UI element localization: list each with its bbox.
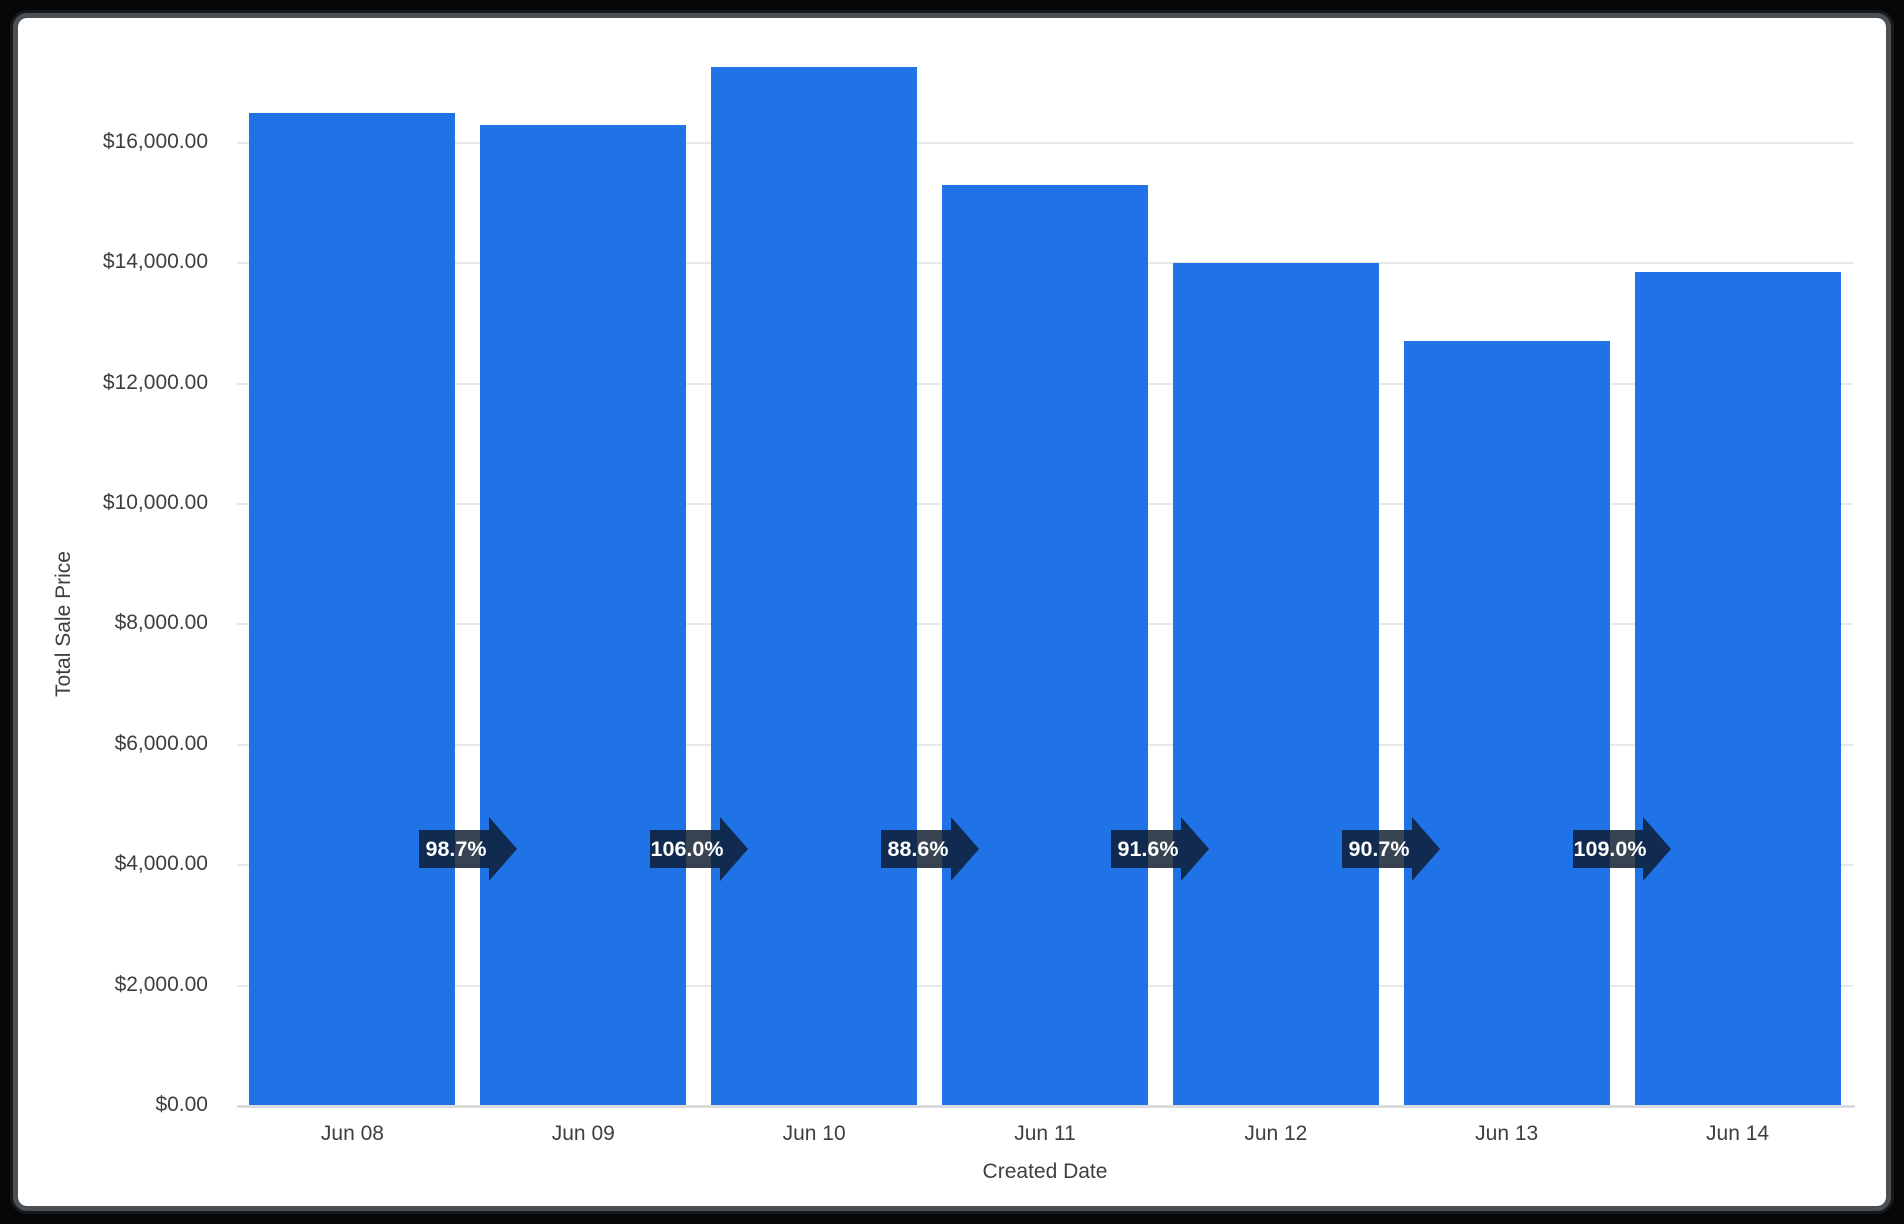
growth-arrow: 106.0% bbox=[649, 816, 748, 881]
y-tick-label: $14,000.00 bbox=[102, 250, 208, 274]
x-tick-label: Jun 12 bbox=[1244, 1122, 1308, 1145]
bar-jun-10[interactable] bbox=[711, 67, 918, 1105]
gridline bbox=[237, 141, 1853, 144]
y-tick-label: $4,000.00 bbox=[114, 852, 208, 876]
bar-jun-11[interactable] bbox=[942, 185, 1148, 1105]
growth-arrow-label: 91.6% bbox=[1118, 837, 1179, 861]
x-tick-label: Jun 11 bbox=[1014, 1122, 1076, 1145]
y-tick-label: $6,000.00 bbox=[114, 731, 208, 755]
bar-jun-14[interactable] bbox=[1634, 272, 1841, 1105]
y-tick-label: $10,000.00 bbox=[102, 490, 208, 514]
x-tick-label: Jun 13 bbox=[1475, 1122, 1539, 1145]
y-tick-label: $8,000.00 bbox=[114, 611, 208, 635]
growth-arrow: 88.6% bbox=[880, 816, 979, 881]
growth-arrow-label: 88.6% bbox=[887, 837, 948, 861]
x-tick-label: Jun 10 bbox=[782, 1122, 846, 1145]
growth-arrow-label: 98.7% bbox=[425, 837, 486, 861]
right-arrow-icon bbox=[1342, 816, 1441, 881]
y-tick-label: $16,000.00 bbox=[102, 129, 208, 153]
right-arrow-icon bbox=[649, 816, 748, 881]
growth-arrow: 98.7% bbox=[418, 816, 517, 881]
x-axis-baseline bbox=[237, 1105, 1855, 1108]
y-tick-label: $2,000.00 bbox=[114, 972, 208, 996]
growth-arrow: 90.7% bbox=[1342, 816, 1441, 881]
y-tick-label: $12,000.00 bbox=[102, 370, 208, 394]
x-axis-title: Created Date bbox=[982, 1160, 1108, 1183]
bar-jun-09[interactable] bbox=[480, 125, 687, 1105]
growth-arrow: 91.6% bbox=[1111, 816, 1210, 881]
growth-arrow-label: 90.7% bbox=[1349, 837, 1410, 861]
x-tick-label: Jun 14 bbox=[1706, 1122, 1770, 1145]
right-arrow-icon bbox=[880, 816, 979, 881]
growth-arrow-label: 106.0% bbox=[650, 837, 723, 861]
y-tick-label: $0.00 bbox=[155, 1092, 208, 1116]
x-tick-label: Jun 09 bbox=[551, 1122, 615, 1145]
bar-jun-08[interactable] bbox=[249, 112, 456, 1105]
x-tick-label: Jun 08 bbox=[320, 1122, 384, 1145]
y-axis-title: Total Sale Price bbox=[52, 551, 75, 697]
right-arrow-icon bbox=[1573, 816, 1672, 881]
bar-jun-13[interactable] bbox=[1403, 341, 1610, 1105]
bar-jun-12[interactable] bbox=[1172, 262, 1379, 1105]
right-arrow-icon bbox=[418, 816, 517, 881]
growth-arrow: 109.0% bbox=[1573, 816, 1672, 881]
right-arrow-icon bbox=[1111, 816, 1210, 881]
growth-arrow-label: 109.0% bbox=[1574, 837, 1647, 861]
